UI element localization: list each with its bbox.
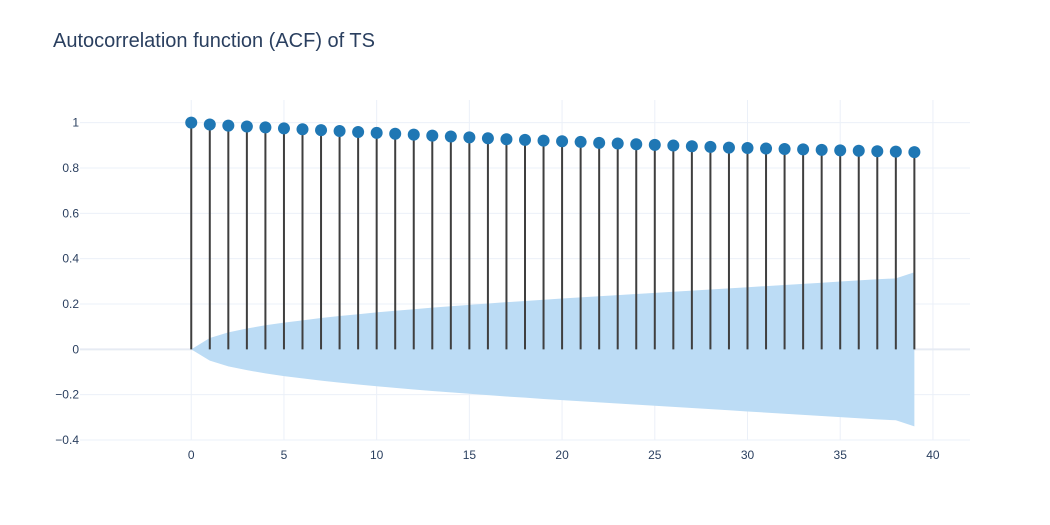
acf-point[interactable] (222, 119, 235, 132)
acf-point[interactable] (778, 142, 791, 155)
acf-point[interactable] (389, 127, 402, 140)
acf-point[interactable] (648, 138, 661, 151)
confidence-band (191, 272, 915, 427)
acf-point[interactable] (908, 146, 921, 159)
acf-point[interactable] (667, 139, 680, 152)
chart-title: Autocorrelation function (ACF) of TS (53, 30, 375, 52)
x-tick-label: 40 (926, 448, 940, 462)
acf-point[interactable] (889, 145, 902, 158)
x-tick-label: 5 (281, 448, 288, 462)
x-tick-label: 10 (370, 448, 384, 462)
acf-point[interactable] (685, 140, 698, 153)
acf-point[interactable] (537, 134, 550, 147)
acf-point[interactable] (463, 131, 476, 144)
acf-point[interactable] (407, 128, 420, 141)
acf-point[interactable] (852, 144, 865, 157)
acf-point[interactable] (722, 141, 735, 154)
x-tick-label: 25 (648, 448, 662, 462)
x-tick-label: 35 (834, 448, 848, 462)
acf-point[interactable] (240, 120, 253, 133)
acf-point[interactable] (815, 143, 828, 156)
y-tick-label: 0.8 (62, 161, 79, 175)
acf-point[interactable] (519, 133, 531, 146)
acf-point[interactable] (574, 135, 587, 148)
acf-point[interactable] (630, 138, 643, 151)
marker-layer (185, 116, 921, 159)
acf-point[interactable] (444, 130, 457, 143)
acf-point[interactable] (185, 116, 198, 129)
acf-point[interactable] (611, 137, 624, 150)
acf-point[interactable] (370, 126, 383, 139)
acf-point[interactable] (593, 136, 606, 149)
stem-layer (190, 122, 916, 350)
acf-point[interactable] (741, 142, 754, 155)
y-tick-label: −0.2 (55, 388, 79, 402)
y-tick-label: 0.6 (62, 206, 79, 220)
x-tick-label: 30 (741, 448, 755, 462)
acf-point[interactable] (834, 144, 847, 157)
y-tick-label: 1 (72, 116, 79, 130)
axis-tick-labels: 0 5 10 15 20 25 30 35 40 −0.4 −0.2 0 0.2 0.4 0.6 0.8 1 (55, 116, 940, 462)
acf-point[interactable] (296, 123, 309, 136)
x-tick-label: 15 (463, 448, 477, 462)
acf-point[interactable] (704, 140, 717, 153)
x-tick-label: 0 (188, 448, 195, 462)
acf-point[interactable] (333, 125, 346, 138)
acf-point[interactable] (871, 145, 884, 158)
acf-point[interactable] (315, 124, 328, 137)
acf-point[interactable] (352, 125, 365, 138)
confidence-band-layer (191, 272, 915, 427)
acf-point[interactable] (760, 142, 773, 155)
y-tick-label: 0.4 (62, 252, 79, 266)
acf-point[interactable] (259, 121, 272, 134)
acf-point[interactable] (203, 118, 216, 131)
acf-point[interactable] (500, 133, 513, 146)
x-tick-label: 20 (555, 448, 569, 462)
acf-point[interactable] (277, 122, 290, 135)
acf-point[interactable] (797, 143, 810, 156)
y-tick-label: 0.2 (62, 297, 79, 311)
y-tick-label: 0 (72, 342, 79, 356)
y-tick-label: −0.4 (55, 433, 79, 447)
acf-point[interactable] (481, 132, 494, 145)
acf-point[interactable] (426, 129, 439, 142)
acf-point[interactable] (556, 135, 569, 148)
